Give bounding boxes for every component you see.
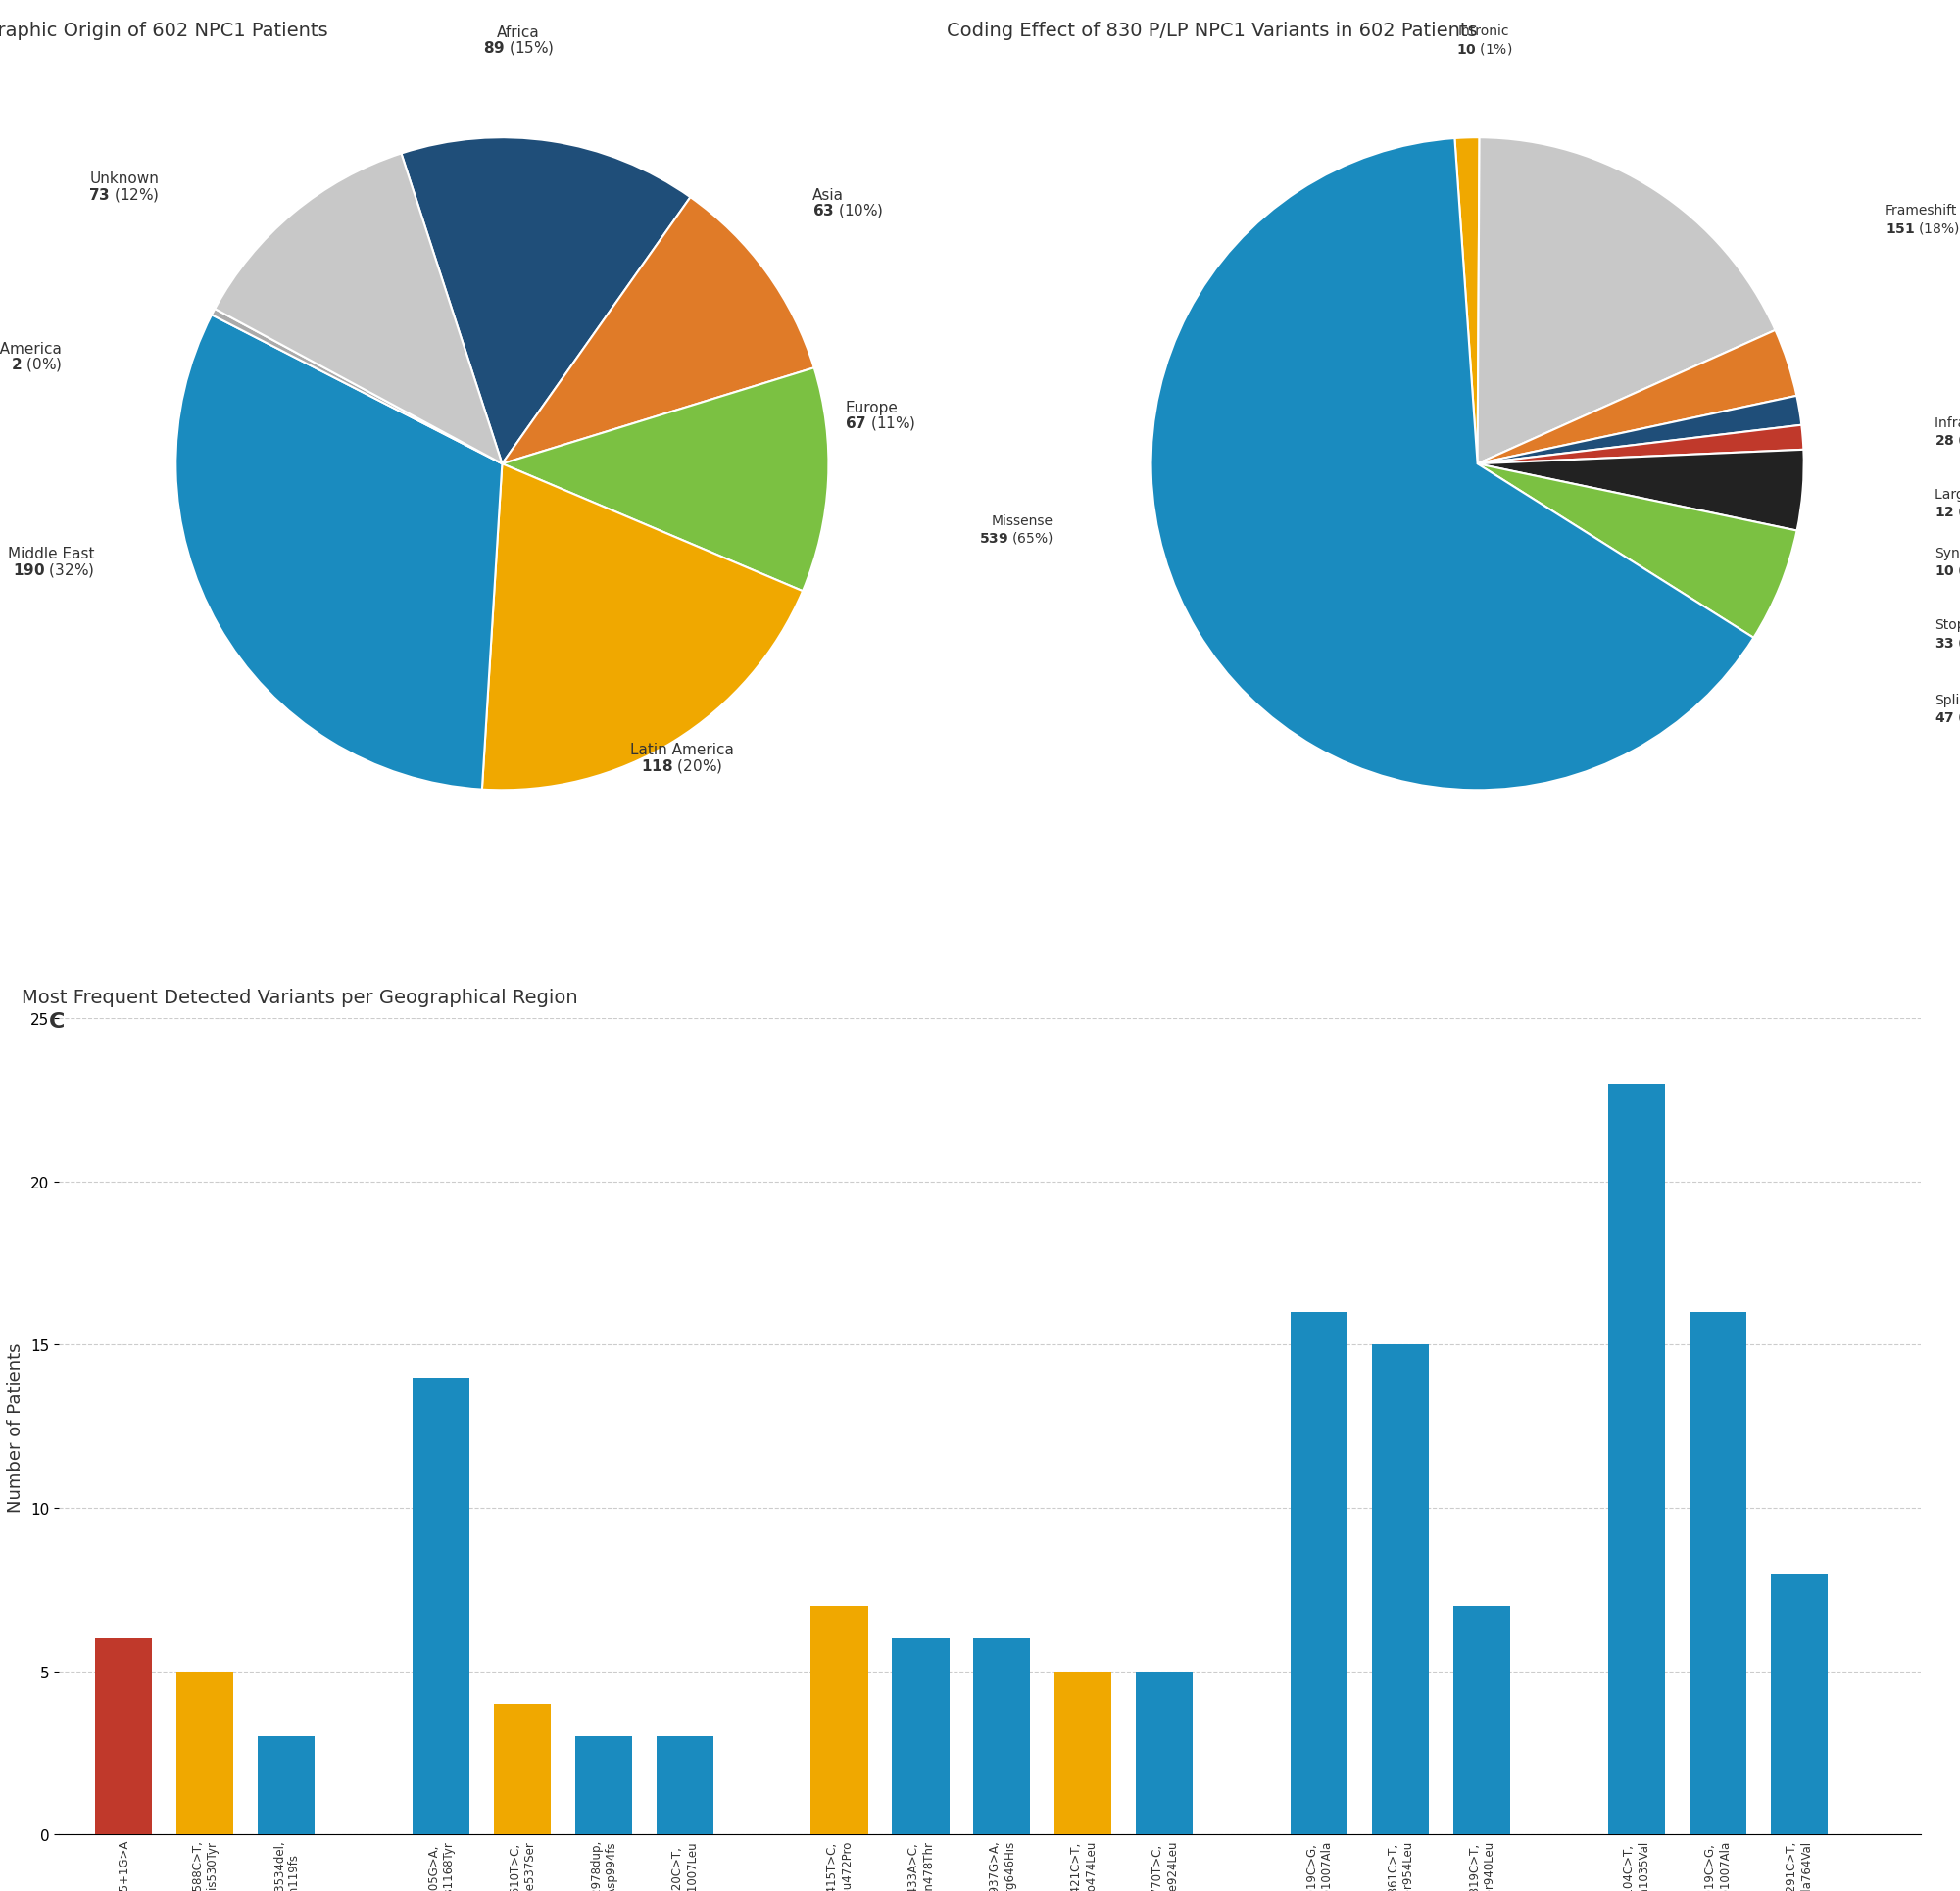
Text: Frameshift
$\bf{151}$ (18%): Frameshift $\bf{151}$ (18%) <box>1886 204 1960 236</box>
Bar <box>1690 1312 1746 1834</box>
Bar <box>259 1736 316 1834</box>
Bar <box>412 1379 468 1834</box>
Bar <box>1372 1345 1429 1834</box>
Text: $\bf{73}$ (12%): $\bf{73}$ (12%) <box>88 168 159 204</box>
Wedge shape <box>1478 138 1776 465</box>
Text: Stop
$\bf{33}$ (4%): Stop $\bf{33}$ (4%) <box>1935 618 1960 651</box>
Bar <box>574 1736 631 1834</box>
Text: Europe: Europe <box>845 401 898 431</box>
Bar <box>974 1639 1031 1834</box>
Bar <box>494 1704 551 1834</box>
Wedge shape <box>1478 465 1797 639</box>
Text: $\bf{2}$ (0%): $\bf{2}$ (0%) <box>10 338 61 373</box>
Text: $\bf{67}$ (11%): $\bf{67}$ (11%) <box>845 397 915 431</box>
Bar <box>1137 1672 1194 1834</box>
Wedge shape <box>1478 450 1803 531</box>
Text: $\bf{118}$ (20%): $\bf{118}$ (20%) <box>641 739 723 773</box>
Text: Inframe indel
$\bf{28}$ (3%): Inframe indel $\bf{28}$ (3%) <box>1935 416 1960 448</box>
Bar <box>1054 1672 1111 1834</box>
Bar <box>1290 1312 1348 1834</box>
Text: Most Frequent Detected Variants per Geographical Region: Most Frequent Detected Variants per Geog… <box>22 987 578 1006</box>
Text: Asia: Asia <box>811 187 843 219</box>
Text: Latin America: Latin America <box>629 743 733 773</box>
Wedge shape <box>1454 138 1480 465</box>
Wedge shape <box>1478 331 1797 465</box>
Text: Splicing
$\bf{47}$ (6%): Splicing $\bf{47}$ (6%) <box>1935 694 1960 724</box>
Wedge shape <box>176 316 502 790</box>
Bar <box>892 1639 949 1834</box>
Text: Coding Effect of 830 P/LP NPC1 Variants in 602 Patients: Coding Effect of 830 P/LP NPC1 Variants … <box>947 21 1478 40</box>
Wedge shape <box>216 155 502 465</box>
Wedge shape <box>1151 140 1754 790</box>
Bar <box>1452 1605 1511 1834</box>
Text: C: C <box>49 1012 65 1031</box>
Bar <box>811 1605 868 1834</box>
Y-axis label: Number of Patients: Number of Patients <box>8 1341 25 1511</box>
Wedge shape <box>502 199 813 465</box>
Wedge shape <box>402 138 690 465</box>
Text: Large indel
$\bf{12}$ (2%): Large indel $\bf{12}$ (2%) <box>1935 488 1960 520</box>
Text: $\bf{63}$ (10%): $\bf{63}$ (10%) <box>811 185 884 219</box>
Wedge shape <box>1478 397 1801 465</box>
Text: Geographic Origin of 602 NPC1 Patients: Geographic Origin of 602 NPC1 Patients <box>0 21 327 40</box>
Text: $\bf{89}$ (15%): $\bf{89}$ (15%) <box>482 23 555 57</box>
Text: Intronic
$\bf{10}$ (1%): Intronic $\bf{10}$ (1%) <box>1456 25 1511 57</box>
Bar <box>1770 1573 1827 1834</box>
Bar <box>96 1639 153 1834</box>
Text: Middle East: Middle East <box>8 546 94 579</box>
Text: Synonymous
$\bf{10}$ (1%): Synonymous $\bf{10}$ (1%) <box>1935 546 1960 579</box>
Text: Missense
$\bf{539}$ (65%): Missense $\bf{539}$ (65%) <box>978 514 1053 546</box>
Wedge shape <box>502 369 829 592</box>
Text: $\bf{190}$ (32%): $\bf{190}$ (32%) <box>12 543 94 579</box>
Bar <box>657 1736 713 1834</box>
Text: Unknown: Unknown <box>90 172 159 204</box>
Bar <box>1607 1084 1664 1834</box>
Bar <box>176 1672 233 1834</box>
Text: North America: North America <box>0 342 61 373</box>
Wedge shape <box>482 465 804 790</box>
Wedge shape <box>1478 425 1803 465</box>
Text: Africa: Africa <box>498 25 539 57</box>
Wedge shape <box>212 310 502 465</box>
